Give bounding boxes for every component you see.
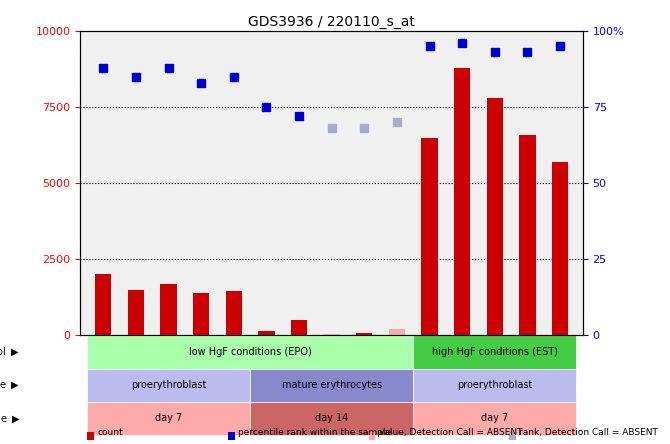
Point [326,125,337,132]
Point [490,49,500,56]
Bar [226,291,242,335]
Point [163,64,174,71]
Bar [324,334,340,335]
FancyBboxPatch shape [413,402,576,435]
Text: percentile rank within the sample: percentile rank within the sample [238,428,391,437]
Point [196,79,206,86]
Point [98,64,109,71]
Bar [421,138,438,335]
Bar [291,320,307,335]
Point [457,40,468,47]
Text: high HgF conditions (EST): high HgF conditions (EST) [432,347,557,357]
Bar [454,67,470,335]
FancyBboxPatch shape [250,369,413,402]
FancyBboxPatch shape [87,402,250,435]
Text: day 14: day 14 [315,413,348,424]
FancyBboxPatch shape [413,335,576,369]
Bar [356,333,373,335]
Point [293,113,304,120]
Point [131,73,141,80]
Bar [128,289,144,335]
Bar [95,274,111,335]
FancyBboxPatch shape [250,402,413,435]
FancyBboxPatch shape [413,369,576,402]
Text: time $\blacktriangleright$: time $\blacktriangleright$ [0,412,20,425]
Bar [389,329,405,335]
Point [228,73,239,80]
Text: low HgF conditions (EPO): low HgF conditions (EPO) [189,347,312,357]
Text: proerythroblast: proerythroblast [457,380,533,390]
Point [424,43,435,50]
Bar [193,293,209,335]
Text: count: count [97,428,123,437]
Bar [519,135,535,335]
FancyBboxPatch shape [87,335,413,369]
Text: development stage $\blacktriangleright$: development stage $\blacktriangleright$ [0,378,20,392]
Title: GDS3936 / 220110_s_at: GDS3936 / 220110_s_at [248,15,415,29]
Point [359,125,370,132]
Bar [160,284,177,335]
Text: value, Detection Call = ABSENT: value, Detection Call = ABSENT [379,428,522,437]
Text: mature erythrocytes: mature erythrocytes [281,380,382,390]
Text: rank, Detection Call = ABSENT: rank, Detection Call = ABSENT [519,428,658,437]
Point [391,119,402,126]
Text: day 7: day 7 [155,413,182,424]
Point [261,103,272,111]
Text: growth protocol $\blacktriangleright$: growth protocol $\blacktriangleright$ [0,345,20,359]
Point [555,43,565,50]
FancyBboxPatch shape [87,369,250,402]
Text: day 7: day 7 [481,413,509,424]
Bar [258,331,275,335]
Bar [552,162,568,335]
Point [522,49,533,56]
Text: proerythroblast: proerythroblast [131,380,206,390]
Bar [486,98,503,335]
